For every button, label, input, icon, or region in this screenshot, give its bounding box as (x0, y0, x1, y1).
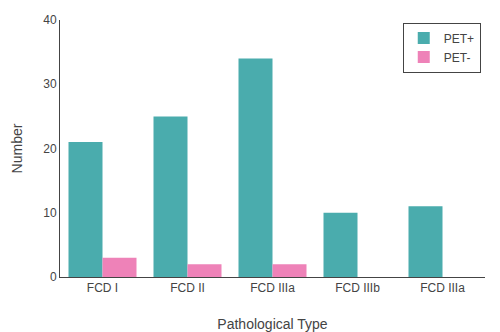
svg-text:40: 40 (43, 13, 57, 27)
svg-text:10: 10 (43, 206, 57, 220)
svg-text:0: 0 (50, 270, 57, 284)
svg-text:Number: Number (9, 123, 25, 173)
svg-text:30: 30 (43, 77, 57, 91)
svg-text:FCD IIIa: FCD IIIa (420, 281, 465, 295)
svg-text:20: 20 (43, 142, 57, 156)
svg-text:PET+: PET+ (444, 32, 474, 46)
svg-text:FCD II: FCD II (170, 281, 205, 295)
svg-text:PET-: PET- (444, 51, 471, 65)
svg-text:FCD I: FCD I (87, 281, 118, 295)
svg-text:Pathological Type: Pathological Type (217, 316, 327, 332)
svg-text:FCD IIIb: FCD IIIb (335, 281, 380, 295)
svg-text:FCD IIIa: FCD IIIa (250, 281, 295, 295)
